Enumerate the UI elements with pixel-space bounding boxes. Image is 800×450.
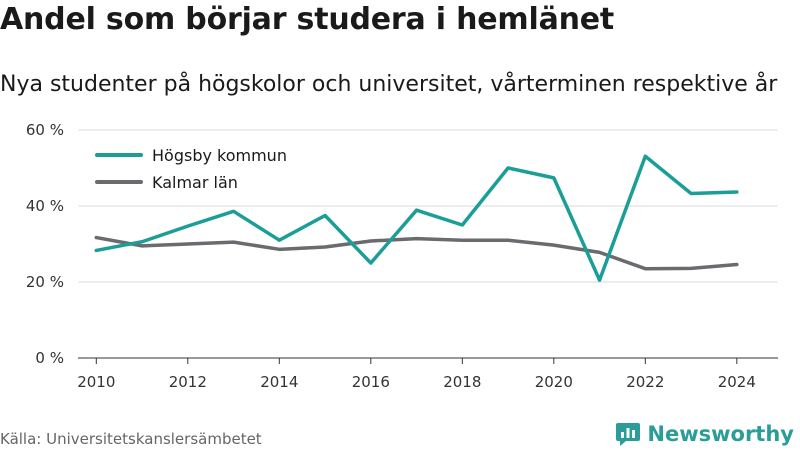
- legend-label: Högsby kommun: [152, 146, 287, 165]
- brand-name: Newsworthy: [647, 422, 794, 446]
- legend-label: Kalmar län: [152, 173, 238, 192]
- x-tick-label: 2022: [626, 373, 664, 391]
- x-tick-label: 2012: [169, 373, 207, 391]
- x-tick-label: 2018: [443, 373, 481, 391]
- chart-subtitle: Nya studenter på högskolor och universit…: [0, 72, 778, 97]
- y-tick-label: 60 %: [26, 121, 64, 139]
- grid-lines: [78, 129, 778, 359]
- x-tick-label: 2024: [718, 373, 756, 391]
- y-tick-label: 40 %: [26, 197, 64, 215]
- series-lines: [94, 154, 739, 282]
- y-tick-label: 0 %: [35, 349, 64, 367]
- x-tick-label: 2016: [352, 373, 390, 391]
- series-line-högsby-kommun: [94, 154, 739, 282]
- x-tick-label: 2014: [260, 373, 298, 391]
- brand-logo: Newsworthy: [615, 421, 794, 447]
- x-tick-label: 2010: [77, 373, 115, 391]
- legend: Högsby kommun Kalmar län: [95, 146, 287, 192]
- series-line-kalmar-län: [94, 235, 739, 271]
- x-axis-labels: 2010 2012 2014 2016 2018 2020 2022 2024: [77, 358, 756, 391]
- y-axis-labels: 0 % 20 % 40 % 60 %: [26, 121, 64, 367]
- chart-title: Andel som börjar studera i hemlänet: [0, 2, 615, 37]
- x-tick-label: 2020: [535, 373, 573, 391]
- y-tick-label: 20 %: [26, 273, 64, 291]
- source-note: Källa: Universitetskanslersämbetet: [0, 430, 262, 448]
- bar-chart-logo-icon: [616, 423, 641, 446]
